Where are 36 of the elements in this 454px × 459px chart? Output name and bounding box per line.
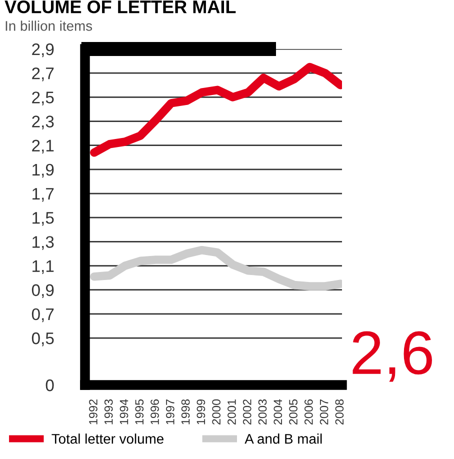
chart-subtitle: In billion items [6, 20, 92, 31]
y-tick-label: 0,9 [32, 284, 54, 298]
y-tick-label: 1,7 [32, 188, 54, 202]
x-tick-label: 2007 [320, 399, 328, 425]
x-tick-label: 2008 [335, 399, 344, 425]
x-tick-label: 1997 [166, 399, 174, 424]
x-tick-label: 1994 [120, 399, 128, 424]
x-tick-label: 2006 [304, 399, 313, 425]
legend-label: A and B mail [244, 434, 322, 444]
x-tick-label: 1998 [181, 399, 190, 424]
y-tick-label: 2,7 [32, 67, 54, 82]
x-tick-label: 2002 [242, 399, 252, 425]
x-tick-label: 1995 [135, 399, 144, 424]
y-tick-label: 0,5 [32, 332, 54, 346]
x-tick-label: 2001 [228, 399, 236, 425]
y-tick-label: 1,3 [32, 236, 54, 250]
y-tick-label: 2,5 [32, 92, 54, 106]
chart-title: VOLUME OF LETTER MAIL [4, 0, 236, 14]
y-tick-label: 1,9 [32, 164, 54, 178]
text: 2,6 [352, 331, 432, 382]
y-tick-label: 1,1 [32, 260, 54, 274]
y-tick-label: 2,3 [32, 116, 54, 130]
x-tick-label: 2005 [289, 399, 298, 425]
y-tick-label: 2,9 [32, 43, 54, 58]
x-tick-label: 2000 [212, 399, 221, 425]
y-tick-label: 0,7 [32, 308, 54, 322]
x-tick-label: 1999 [196, 399, 206, 424]
legend-label: Total letter volume [52, 434, 164, 444]
y-tick-label: 1,5 [32, 212, 54, 226]
x-tick-label: 1996 [150, 399, 159, 424]
x-tick-label: 2004 [274, 399, 282, 425]
x-tick-label: 1992 [89, 399, 98, 424]
y-tick-label: 2,1 [32, 140, 54, 154]
x-tick-label: 2003 [258, 399, 267, 425]
y-tick-label: 0 [46, 379, 54, 392]
x-tick-label: 1993 [104, 399, 113, 424]
